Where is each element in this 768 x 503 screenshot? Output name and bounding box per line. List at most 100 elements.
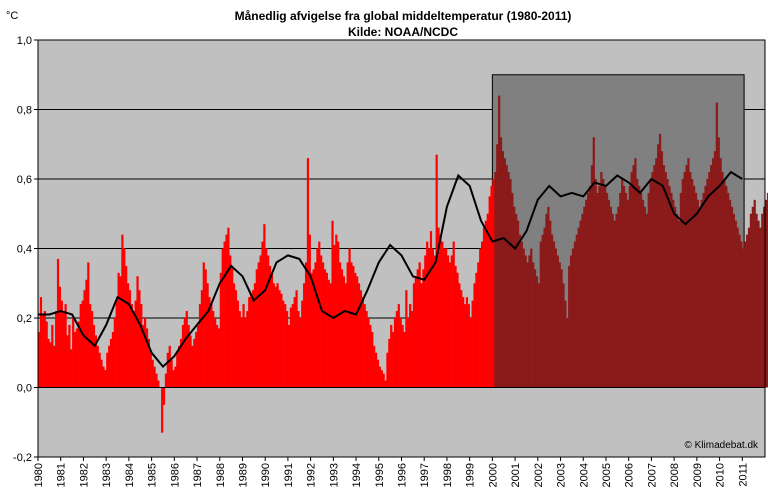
data-bar xyxy=(499,137,503,388)
data-bar xyxy=(503,158,506,388)
x-tick-label: 1983 xyxy=(101,463,113,487)
data-bar xyxy=(666,179,669,388)
y-tick-label: -0,2 xyxy=(13,452,32,464)
data-bar xyxy=(458,283,461,388)
data-bar xyxy=(477,262,480,388)
data-bar xyxy=(339,262,342,388)
data-bar xyxy=(609,206,612,388)
data-bar xyxy=(524,255,527,388)
data-bar xyxy=(359,290,363,388)
data-bar xyxy=(494,172,497,388)
data-bar xyxy=(763,206,766,388)
data-bar xyxy=(564,300,567,388)
data-bar xyxy=(518,234,522,388)
data-bar xyxy=(60,300,63,388)
data-bar xyxy=(621,179,624,388)
data-bar xyxy=(535,276,539,388)
data-bar xyxy=(426,241,429,388)
data-bar xyxy=(234,290,238,388)
data-bar xyxy=(577,227,580,388)
data-bar xyxy=(100,359,103,388)
x-tick-label: 2005 xyxy=(601,463,613,487)
data-bar xyxy=(68,324,71,388)
data-bar xyxy=(270,272,274,388)
data-bar xyxy=(598,185,601,388)
data-bar xyxy=(740,241,743,388)
data-bar xyxy=(374,352,378,388)
x-tick-label: 2008 xyxy=(669,463,681,487)
x-tick-label: 1995 xyxy=(374,463,386,487)
data-bar xyxy=(450,255,453,388)
data-bar xyxy=(522,248,525,388)
data-bar xyxy=(130,304,133,388)
data-bar xyxy=(166,352,169,388)
x-tick-label: 1998 xyxy=(442,463,454,487)
data-bar xyxy=(369,324,372,388)
data-bar xyxy=(766,192,768,388)
data-bar xyxy=(94,335,97,388)
data-bar xyxy=(526,262,529,388)
data-bar xyxy=(274,286,277,388)
data-bar xyxy=(350,262,353,388)
data-bar xyxy=(278,290,281,388)
data-bar xyxy=(390,324,393,388)
running-mean-line xyxy=(38,170,743,369)
data-bar xyxy=(392,331,395,388)
data-bar xyxy=(126,283,130,388)
data-bar xyxy=(445,248,448,388)
data-bar xyxy=(552,241,556,388)
data-bar xyxy=(56,258,60,388)
data-bar xyxy=(672,199,675,388)
x-tick-label: 1994 xyxy=(351,463,363,487)
data-bar xyxy=(371,331,374,388)
data-bar xyxy=(41,314,44,388)
data-bar xyxy=(729,199,732,388)
data-bar xyxy=(219,272,222,388)
data-bar xyxy=(255,269,258,388)
data-bar xyxy=(231,265,234,388)
data-bar xyxy=(301,300,304,388)
data-bar xyxy=(240,318,243,388)
data-bar xyxy=(736,227,739,388)
data-bar xyxy=(520,241,523,388)
data-bar xyxy=(268,265,272,388)
x-tick-label: 1982 xyxy=(78,463,90,487)
data-bar xyxy=(176,352,179,388)
data-bar xyxy=(645,213,648,388)
chart-subtitle: Kilde: NOAA/NCDC xyxy=(348,25,458,39)
x-tick-label: 1992 xyxy=(306,463,318,487)
data-bar xyxy=(179,338,183,388)
data-bar xyxy=(560,269,563,388)
data-bar xyxy=(636,179,639,388)
data-bar xyxy=(730,206,734,388)
data-bar xyxy=(109,338,113,388)
data-bar xyxy=(70,349,73,388)
data-bar xyxy=(238,311,241,388)
data-bar xyxy=(412,283,416,388)
data-bar xyxy=(435,154,438,388)
data-bar xyxy=(62,311,65,388)
data-bar xyxy=(638,185,641,388)
data-bar xyxy=(607,199,611,388)
data-bar xyxy=(751,206,754,388)
x-tick-label: 1991 xyxy=(283,463,295,487)
data-bar xyxy=(409,304,412,388)
data-bar xyxy=(257,262,260,388)
data-bar xyxy=(556,255,559,388)
data-bar xyxy=(242,304,245,388)
data-bar xyxy=(299,318,302,388)
data-bar xyxy=(388,338,391,388)
data-bar xyxy=(248,297,251,388)
data-bar xyxy=(140,304,143,388)
data-bar xyxy=(721,172,724,388)
data-bar xyxy=(422,269,425,388)
data-bar xyxy=(611,213,614,388)
data-bar xyxy=(691,179,694,388)
data-bar xyxy=(571,248,575,388)
data-bar xyxy=(585,199,588,388)
data-bar xyxy=(622,185,626,388)
data-bar xyxy=(320,255,323,388)
data-bar xyxy=(208,297,211,388)
data-bar xyxy=(384,380,387,388)
